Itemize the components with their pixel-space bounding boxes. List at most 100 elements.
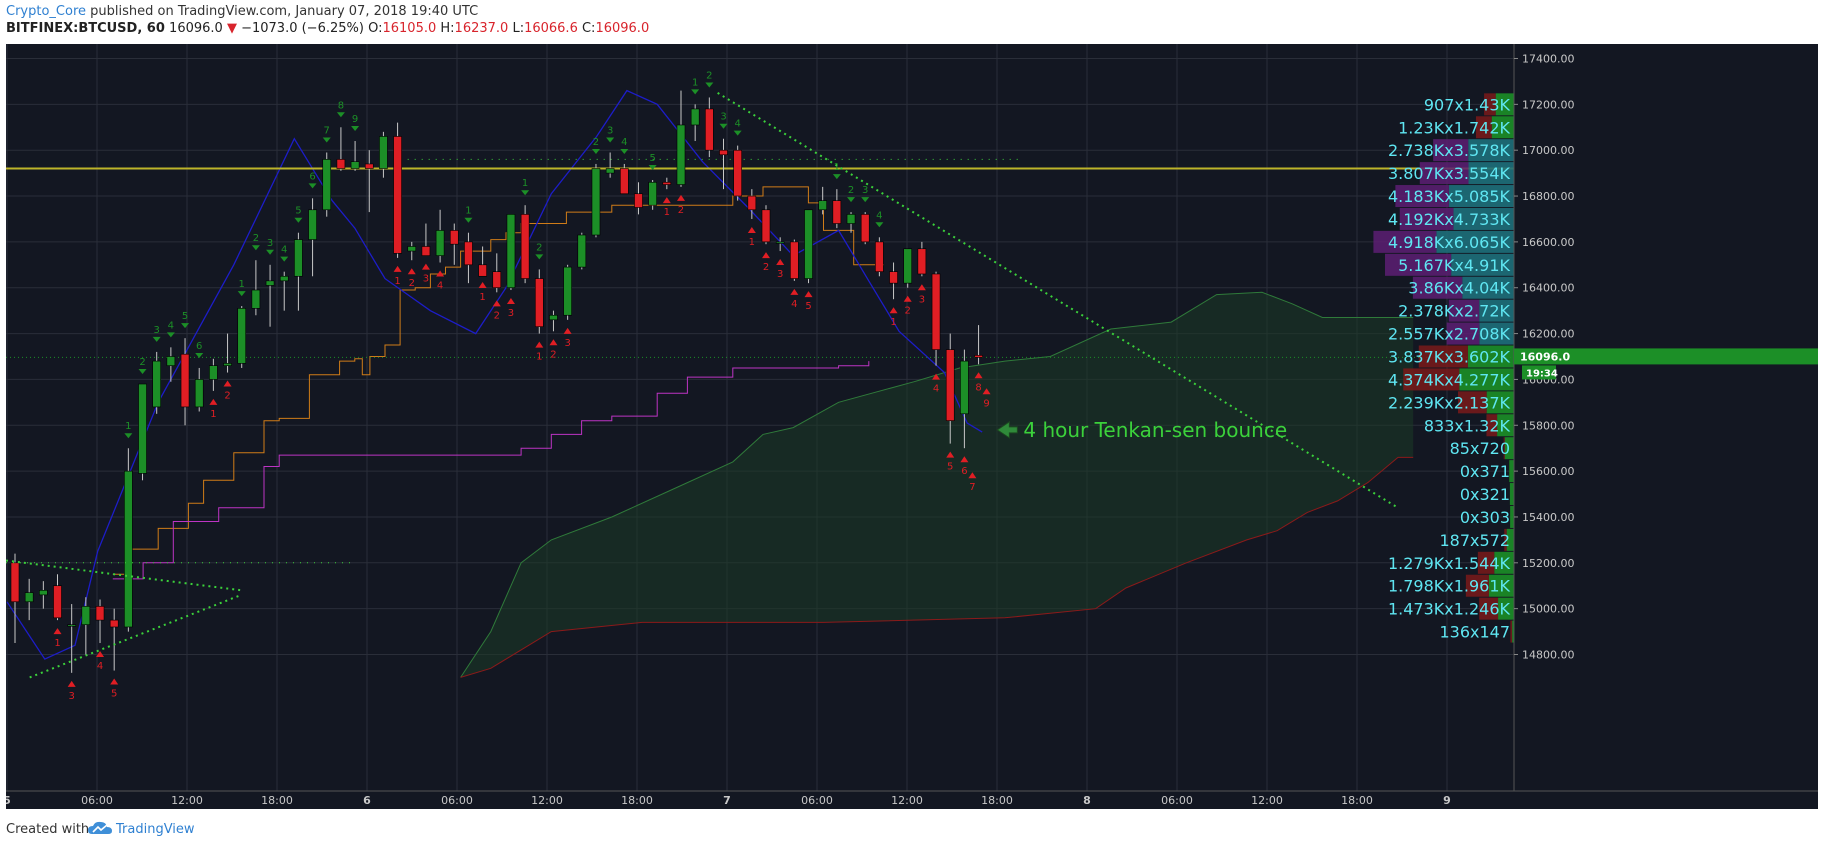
volume-profile-row: 1.798Kx1.961K [1388,574,1514,597]
candle-body [379,136,388,169]
price-change: −1073.0 (−6.25%) [241,21,364,36]
chart-area[interactable]: 907x1.43K 1.23Kx1.742K 2.738Kx3.578K 3.807K… [3,44,1818,809]
descending-trendline[interactable] [717,92,1399,509]
candle [733,145,742,201]
candle [804,209,813,284]
candle-body [889,271,898,284]
sell-setup-triangle [648,164,657,170]
buy-setup-triangle [946,451,955,458]
candle-body [917,248,927,275]
volume-profile-down-bar [1504,528,1507,551]
sell-setup-triangle [521,190,530,196]
candle [761,205,771,245]
td-count-label: 1 [692,77,698,88]
volume-profile-down-bar [1403,368,1460,391]
buy-setup-triangle [535,341,544,348]
td-count-label: 2 [905,306,911,317]
volume-profile-down-bar [1399,207,1454,230]
high-value: 16237.0 [454,21,509,36]
tradingview-cloud-icon [88,821,112,834]
candle [379,131,388,178]
candle-body [577,234,587,268]
td-count-label: 1 [890,317,896,328]
volume-profile-label: 2.557Kx2.708K [1388,325,1511,344]
candle-body [945,349,955,421]
candle [634,182,643,215]
candle [860,212,870,245]
candle [790,239,799,281]
candle [336,127,346,171]
sell-setup-triangle [832,174,841,180]
volume-profile-down-bar [1465,574,1489,597]
candle-body [747,195,757,211]
td-count-label: 1 [749,237,755,248]
candle [109,608,119,671]
candle [960,349,969,449]
volume-profile-down-bar [1446,322,1480,345]
candle [464,232,473,284]
triangle-lower-trendline[interactable] [29,593,242,679]
candle [648,179,657,210]
td-count-label: 1 [239,279,245,290]
td-count-label: 2 [409,278,415,289]
candle [591,163,601,238]
author-link[interactable]: Crypto_Core [6,4,87,19]
candle-body [733,149,742,197]
trendlines[interactable] [5,92,1399,679]
volume-profile-row: 136x147 [1439,620,1514,643]
buy-setup-triangle [549,339,558,346]
volume-profile-up-bar [1462,276,1514,299]
td-count-label: 4 [437,281,443,292]
sell-setup-triangle [166,332,175,338]
candle [152,351,161,414]
volume-profile-down-bar [1484,93,1496,116]
candle [832,189,842,229]
volume-profile-row: 2.239Kx2.137K [1388,391,1514,414]
td-count-label: 1 [394,276,400,287]
candle [705,97,714,158]
annotation-text[interactable]: 4 hour Tenkan-sen bounce [1023,418,1287,442]
horizontal-level[interactable] [6,158,1514,358]
buy-setup-triangle [421,263,430,270]
candle-body [223,363,232,366]
low-value: 16066.6 [524,21,578,36]
candle [322,152,332,217]
annotation[interactable]: 4 hour Tenkan-sen bounce [996,418,1287,442]
candle-body [421,246,431,256]
buy-setup-triangle [982,388,991,395]
candle [690,104,700,142]
td-count-label: 3 [607,125,613,136]
td-count-label: 3 [564,338,570,349]
volume-profile-row: 2.378Kx2.72K [1398,299,1514,322]
high-label: H: [440,21,455,36]
chart-header: Crypto_Core published on TradingView.com… [0,0,1824,42]
time-axis[interactable]: 5 06:00 12:00 18:00 6 06:00 12:00 18:00 7 06:00 12… [3,790,1818,809]
publish-line: Crypto_Core published on TradingView.com… [6,4,478,19]
time-tick-label: 5 [6,794,11,807]
td-count-label: 5 [805,301,811,312]
tradingview-brand-link[interactable]: TradingView [116,822,195,837]
symbol-label[interactable]: BITFINEX:BTCUSD, 60 [6,21,165,36]
price-chart[interactable]: 907x1.43K 1.23Kx1.742K 2.738Kx3.578K 3.807K… [3,44,1818,809]
candle [95,599,105,644]
volume-profile-up-bar [1497,414,1514,437]
volume-profile-label: 4.374Kx4.277K [1388,370,1511,389]
candle-body [180,353,190,408]
buy-setup-triangle [747,226,756,233]
volume-profile-row: 4.192Kx4.733K [1388,207,1514,230]
volume-profile-label: 3.837Kx3.602K [1388,348,1511,367]
candle-body [39,590,48,596]
candle [265,264,275,327]
candle-body [464,241,473,266]
candle [492,253,502,293]
current-price-label: 16096.0 [1520,350,1570,363]
price-axis[interactable]: 14800.00 15000.00 15200.00 15400.00 15600.00… [1513,44,1818,809]
volume-profile-label: 1.798Kx1.961K [1388,577,1511,596]
candle [577,232,587,270]
volume-profile-up-bar [1510,505,1514,528]
td-count-label: 1 [664,207,670,218]
candle [81,597,91,655]
candle-body [690,108,700,126]
candle-body [209,365,218,380]
volume-profile-down-bar [1477,551,1495,574]
